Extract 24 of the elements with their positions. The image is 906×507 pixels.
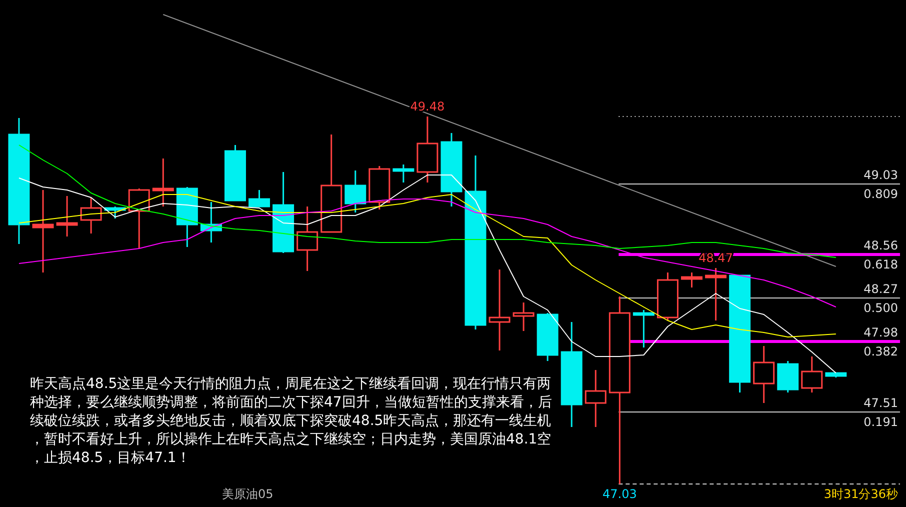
ref-line-label: 49.03 0.809 (864, 168, 898, 201)
ref-line-label: 48.56 0.618 (864, 238, 898, 272)
ref-line-label: 48.27 0.500 (864, 282, 898, 315)
candlestick (753, 345, 775, 404)
candlestick (560, 321, 582, 428)
candlestick (488, 268, 510, 352)
candlestick (584, 369, 606, 428)
candlestick (608, 296, 630, 485)
candlestick (80, 196, 102, 234)
candlestick (152, 158, 174, 208)
candlestick (296, 206, 318, 272)
ref-line-label: 47.51 0.191 (864, 396, 898, 429)
annotation: 47.03 (602, 487, 637, 501)
ref-line-label: 47.98 0.382 (864, 326, 898, 358)
annotation: 昨天高点48.5这里是今天行情的阻力点，周尾在这之下继续看回调，现在行情只有两种选择，要么继续顺势调整，将前面的二次下探47回升，当做短暂性的支撑来看，后续破位续跌，或者多头绝地反击，顺着双底下探突破48.5昨天高点，那还有一线生机，暂时不看好上升，所以操作上在昨天高点之下继续空；日内走势，美国原油48.1空，止损48.5，目标47.1！ (30, 376, 552, 466)
candlestick (416, 116, 438, 184)
text: 3时31分36秒 (824, 487, 898, 501)
annotation: 49.48 (410, 100, 445, 114)
candlestick (8, 117, 30, 245)
candlestick (56, 195, 78, 238)
candlestick (440, 132, 462, 208)
text: 美原油05 (222, 487, 274, 501)
candlestick (32, 189, 54, 274)
candlestick (512, 302, 534, 332)
